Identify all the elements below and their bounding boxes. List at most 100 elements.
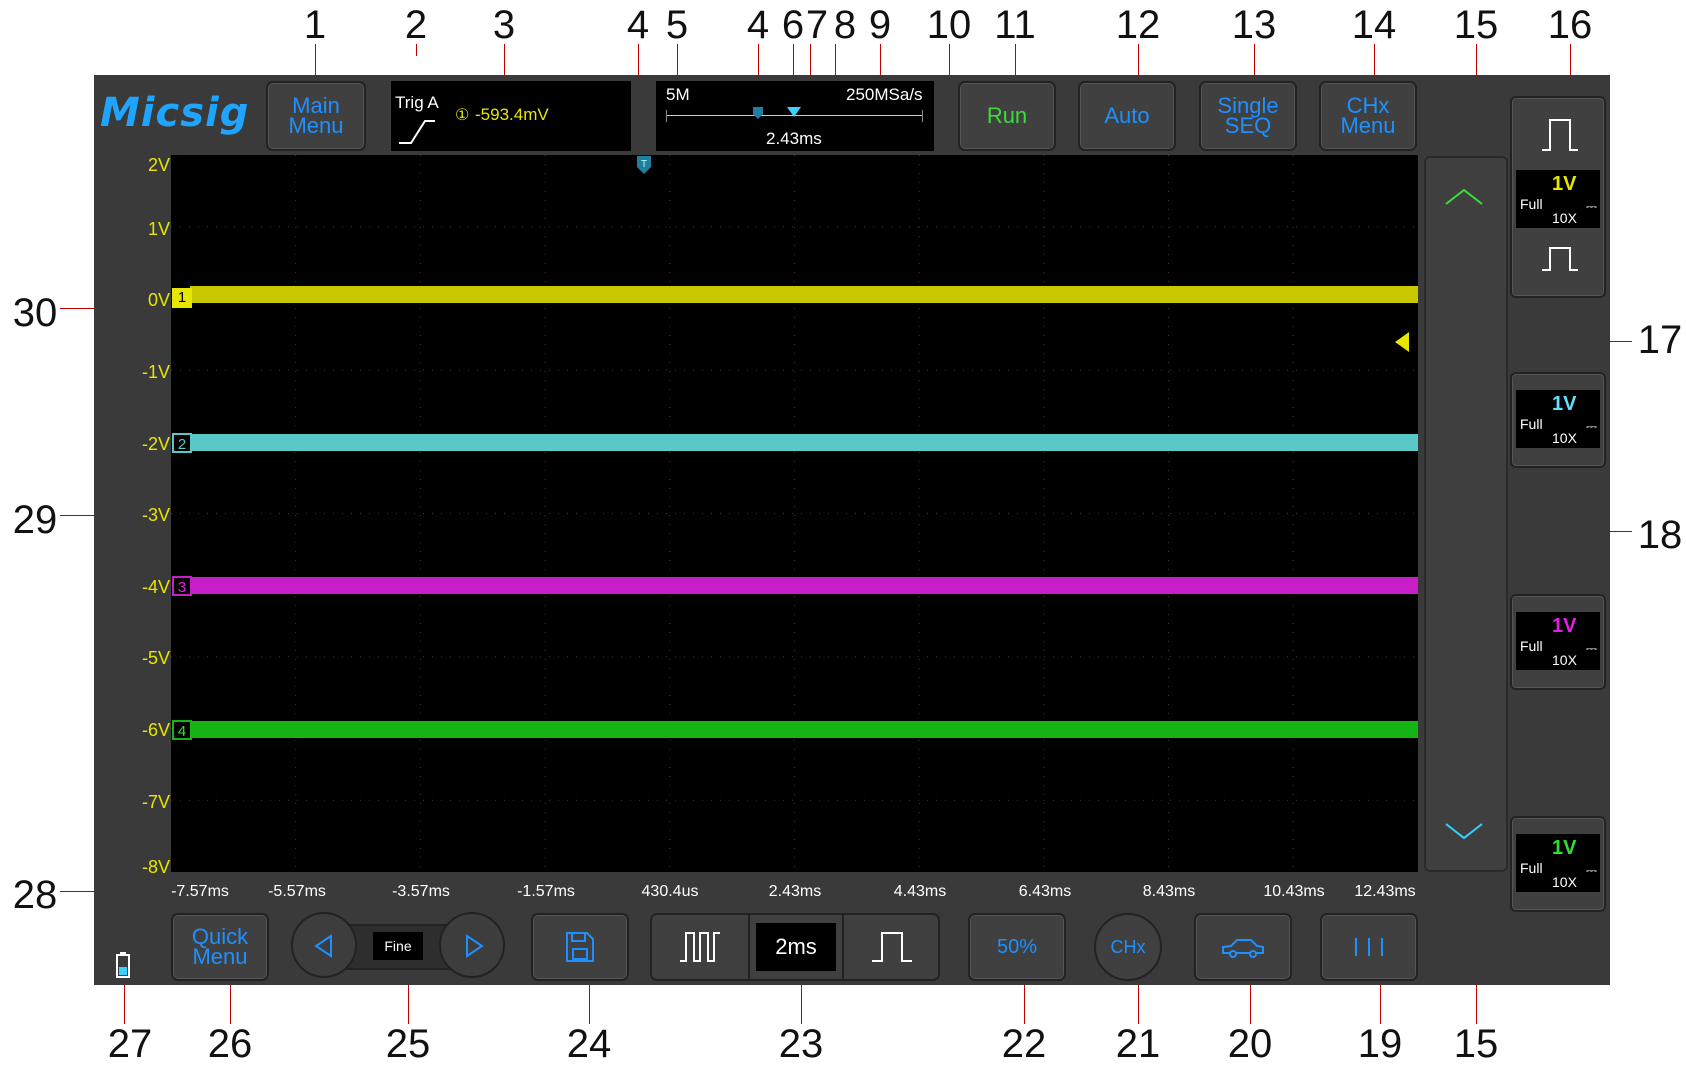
trigger-label: Trig A — [395, 93, 439, 113]
trigger-position-marker-icon — [752, 106, 764, 120]
trigger-time-marker-icon[interactable]: T — [636, 155, 652, 175]
quick-menu-button[interactable]: Quick Menu — [171, 913, 269, 981]
pulse-icon — [1540, 118, 1580, 152]
callout-21: 21 — [1108, 1024, 1168, 1064]
callout-15-top: 15 — [1446, 5, 1506, 45]
channel-4-marker[interactable]: 4 — [172, 720, 192, 740]
x-label-9: 10.43ms — [1263, 883, 1324, 901]
y-label-minus-8v: -8V — [128, 857, 170, 878]
timebase-value[interactable]: 2ms — [756, 923, 836, 971]
trigger-level-arrow-icon[interactable] — [1394, 331, 1410, 353]
y-label-minus-7v: -7V — [128, 792, 170, 813]
pulse-icon — [870, 931, 914, 963]
main-menu-button[interactable]: Main Menu — [266, 81, 366, 151]
y-label-1v: 1V — [128, 219, 170, 240]
y-label-minus-2v: -2V — [128, 434, 170, 455]
channel-3-box[interactable]: 1V Full 10X ⎓ — [1510, 594, 1606, 690]
y-label-2v: 2V — [128, 155, 170, 176]
channel-2-marker[interactable]: 2 — [172, 433, 192, 453]
timebase-decrease-button[interactable] — [652, 915, 750, 979]
micsig-logo: Micsig — [100, 90, 249, 136]
x-label-1: -5.57ms — [268, 883, 326, 901]
callout-10: 10 — [919, 5, 979, 45]
callout-20: 20 — [1220, 1024, 1280, 1064]
car-icon — [1221, 936, 1265, 958]
chevron-up-icon[interactable] — [1444, 186, 1484, 206]
callout-29: 29 — [5, 500, 65, 540]
channel-1-trace[interactable] — [190, 286, 1418, 303]
single-seq-button[interactable]: Single SEQ — [1199, 81, 1297, 151]
channel-3-bandwidth: Full — [1520, 638, 1543, 654]
channel-3-trace[interactable] — [190, 577, 1418, 594]
callout-3: 3 — [474, 5, 534, 45]
x-label-8: 8.43ms — [1143, 883, 1195, 901]
callout-30: 30 — [5, 293, 65, 333]
channel-3-info: 1V Full 10X ⎓ — [1516, 612, 1600, 670]
chx-menu-button[interactable]: CHx Menu — [1319, 81, 1417, 151]
pulse-icon — [1540, 246, 1580, 272]
y-label-minus-1v: -1V — [128, 362, 170, 383]
dc-coupling-icon: ⎓ — [1586, 862, 1596, 879]
save-button[interactable] — [531, 913, 629, 981]
chevron-down-icon[interactable] — [1444, 822, 1484, 842]
callout-9: 9 — [850, 5, 910, 45]
chx-button[interactable]: CHx — [1094, 913, 1162, 981]
arrow-right-button[interactable] — [439, 912, 505, 978]
callout-23: 23 — [771, 1024, 831, 1064]
channel-1-scale: 1V — [1552, 173, 1576, 196]
x-label-0: -7.57ms — [171, 883, 229, 901]
fine-label[interactable]: Fine — [373, 932, 423, 960]
channel-2-box[interactable]: 1V Full 10X ⎓ — [1510, 372, 1606, 468]
y-label-0v: 0V — [128, 290, 170, 311]
timebase-group: 2ms — [650, 913, 940, 981]
trigger-level: -593.4mV — [475, 105, 549, 125]
channel-3-marker[interactable]: 3 — [172, 576, 192, 596]
callout-24: 24 — [559, 1024, 619, 1064]
graticule — [171, 155, 1418, 872]
auto-car-button[interactable] — [1194, 913, 1292, 981]
channel-1-marker[interactable]: 1 — [172, 288, 192, 308]
trigger-source: ① — [455, 105, 469, 125]
run-stop-button[interactable]: Run — [958, 81, 1056, 151]
channel-4-trace[interactable] — [190, 721, 1418, 738]
x-label-10: 12.43ms — [1354, 883, 1415, 901]
channel-3-scale: 1V — [1552, 615, 1576, 638]
acquisition-info-panel[interactable]: 5M 250MSa/s 2.43ms — [656, 81, 934, 151]
cursor-button[interactable] — [1320, 913, 1418, 981]
callout-27: 27 — [100, 1024, 160, 1064]
fifty-percent-button[interactable]: 50% — [968, 913, 1066, 981]
x-label-5: 2.43ms — [769, 883, 821, 901]
channel-1-bandwidth: Full — [1520, 196, 1543, 212]
arrow-left-button[interactable] — [291, 912, 357, 978]
memory-bar-left-bracket — [666, 110, 667, 122]
save-icon — [565, 931, 595, 963]
trigger-info-panel[interactable]: Trig A ① -593.4mV — [391, 81, 631, 151]
rising-edge-icon — [397, 117, 437, 145]
callout-19: 19 — [1350, 1024, 1410, 1064]
sample-rate: 250MSa/s — [846, 85, 923, 105]
view-position-marker-icon — [786, 106, 802, 118]
x-label-7: 6.43ms — [1019, 883, 1071, 901]
waveform-area[interactable] — [171, 155, 1418, 872]
y-label-minus-6v: -6V — [128, 720, 170, 741]
auto-button[interactable]: Auto — [1078, 81, 1176, 151]
memory-bar-right-bracket — [922, 110, 923, 122]
channel-1-box[interactable]: 1V Full 10X ⎓ — [1510, 96, 1606, 298]
channel-2-trace[interactable] — [190, 434, 1418, 451]
callout-15-bottom: 15 — [1446, 1024, 1506, 1064]
callout-13: 13 — [1224, 5, 1284, 45]
channel-4-scale: 1V — [1552, 837, 1576, 860]
callout-26: 26 — [200, 1024, 260, 1064]
callout-5: 5 — [647, 5, 707, 45]
timebase-increase-button[interactable] — [842, 915, 940, 979]
vertical-scroll-strip[interactable] — [1424, 156, 1508, 872]
y-label-minus-3v: -3V — [128, 505, 170, 526]
callout-1: 1 — [285, 5, 345, 45]
fine-adjust-group: Fine — [291, 912, 505, 982]
pulse-train-icon — [678, 931, 722, 963]
channel-1-info: 1V Full 10X ⎓ — [1516, 170, 1600, 228]
channel-1-probe: 10X — [1552, 210, 1577, 226]
y-label-minus-5v: -5V — [128, 648, 170, 669]
trigger-marker-label: T — [641, 159, 647, 170]
channel-4-box[interactable]: 1V Full 10X ⎓ — [1510, 816, 1606, 912]
